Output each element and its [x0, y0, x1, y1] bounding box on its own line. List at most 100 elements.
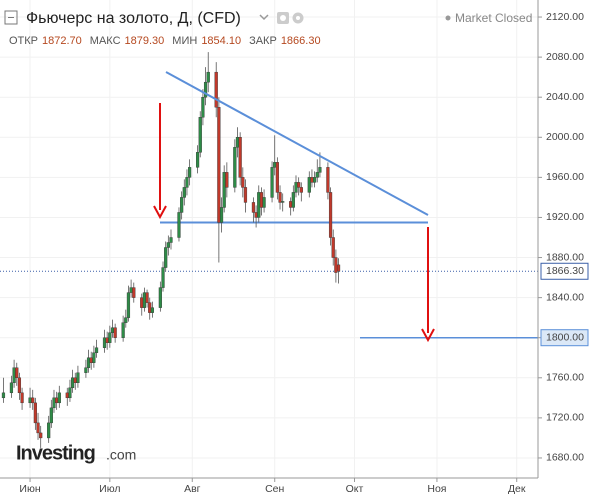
y-tick-label: 2120.00 — [546, 11, 584, 23]
x-tick-label: Июн — [19, 483, 40, 495]
y-tick-label: 1840.00 — [546, 291, 584, 303]
candle-body — [294, 182, 298, 193]
candle — [328, 187, 333, 246]
collapse-icon[interactable] — [4, 10, 18, 25]
candle — [185, 169, 189, 196]
candle-body — [110, 327, 115, 333]
candle — [235, 127, 240, 158]
candle — [1, 377, 6, 403]
candle — [94, 339, 99, 358]
candle — [241, 167, 245, 198]
candle-body — [331, 237, 335, 258]
candle — [251, 197, 256, 223]
candle-body — [113, 327, 117, 338]
candle-body — [188, 167, 192, 178]
candle-body — [313, 177, 317, 183]
candle-body — [52, 397, 56, 409]
candle-body — [86, 357, 91, 368]
candle — [126, 285, 131, 322]
candle-body — [243, 187, 248, 203]
candle — [86, 349, 91, 373]
x-tick-label: Окт — [346, 483, 364, 495]
candle-body — [238, 137, 242, 178]
candle-body — [49, 407, 53, 424]
candle — [47, 415, 51, 443]
candle — [158, 281, 162, 312]
candle — [334, 249, 338, 283]
candle — [275, 157, 279, 200]
status-dot — [445, 15, 451, 21]
candle — [121, 315, 125, 342]
candle-body — [76, 372, 80, 384]
candle-body — [126, 292, 131, 318]
market-status: Market Closed — [455, 11, 532, 25]
candle — [294, 175, 298, 198]
ohlc-label: МИН — [172, 35, 197, 47]
candle-body — [289, 201, 293, 208]
candle — [331, 229, 335, 266]
candle-body — [166, 242, 170, 248]
candle-body — [150, 307, 154, 313]
candle — [243, 179, 248, 213]
candle — [291, 185, 295, 212]
candle — [76, 365, 80, 388]
candle — [206, 52, 210, 93]
candle-body — [273, 162, 277, 168]
candle-body — [206, 71, 210, 83]
y-tick-label: 1680.00 — [546, 452, 584, 464]
candle-body — [180, 197, 184, 213]
candle — [55, 391, 59, 410]
candle-body — [259, 192, 264, 208]
candle-body — [142, 292, 147, 308]
candle-body — [257, 192, 261, 218]
candle — [270, 161, 274, 203]
candle — [217, 97, 221, 263]
candle — [36, 412, 40, 440]
candle — [195, 145, 200, 174]
candle-body — [270, 167, 274, 198]
candle-body — [233, 147, 237, 188]
candle — [315, 159, 319, 183]
y-tick-label: 1960.00 — [546, 171, 584, 183]
candle-body — [39, 432, 43, 439]
x-tick-label: Дек — [508, 483, 526, 495]
candle — [52, 389, 56, 413]
y-tick-label: 2080.00 — [546, 51, 584, 63]
candle-body — [275, 162, 279, 193]
candle-body — [36, 422, 40, 434]
candle-body — [105, 337, 109, 343]
candle — [142, 287, 147, 312]
candle-body — [169, 237, 173, 243]
trend-line — [165, 71, 429, 216]
candle-body — [278, 192, 282, 203]
candle — [297, 177, 301, 196]
candle-body — [185, 177, 189, 188]
candle-body — [326, 167, 330, 193]
y-tick-label: 1720.00 — [546, 412, 584, 424]
candle — [68, 379, 72, 402]
candle-body — [89, 357, 93, 363]
candle-body — [254, 212, 258, 218]
candle — [33, 397, 37, 430]
candle — [310, 169, 314, 188]
candle — [39, 425, 43, 448]
candle-body — [84, 367, 88, 373]
candle — [9, 375, 14, 398]
candle-body — [132, 287, 136, 298]
candle-body — [334, 257, 338, 273]
x-tick-label: Авг — [184, 483, 201, 495]
candle-body — [198, 117, 202, 153]
candle — [238, 132, 242, 186]
candle — [129, 279, 133, 298]
ohlc-value: 1854.10 — [201, 35, 241, 47]
dropdown-icon[interactable] — [259, 14, 269, 21]
candle-body — [129, 287, 133, 293]
logo: Investing — [16, 442, 95, 464]
candle — [281, 193, 285, 212]
plot-area — [0, 0, 538, 478]
candle — [326, 162, 330, 200]
candle-body — [164, 247, 168, 268]
candle-body — [71, 377, 75, 389]
candle-body — [33, 402, 37, 424]
candle-body — [92, 352, 96, 363]
